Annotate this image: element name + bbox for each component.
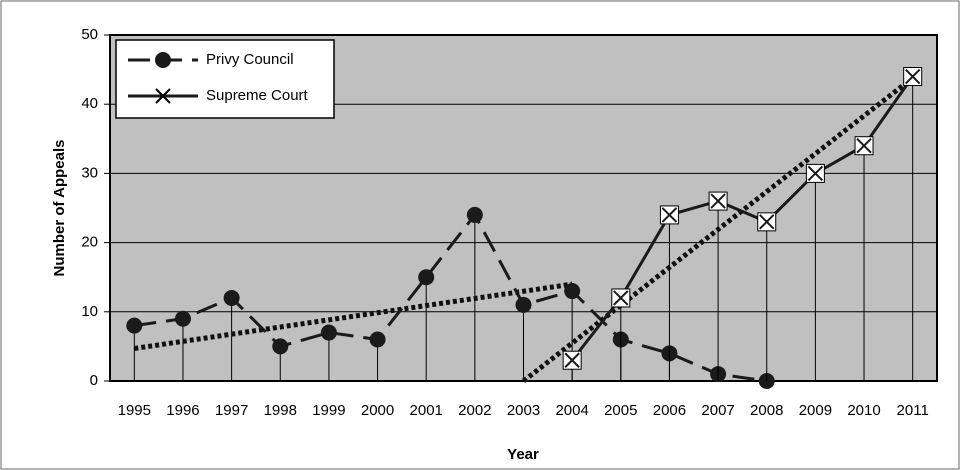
marker xyxy=(854,136,874,156)
legend-marker xyxy=(155,52,171,68)
marker xyxy=(126,317,143,334)
marker xyxy=(564,283,581,300)
marker xyxy=(708,191,728,211)
x-tick-label: 1998 xyxy=(264,402,297,419)
x-tick-label: 1996 xyxy=(166,402,199,419)
marker-x xyxy=(661,207,678,223)
marker xyxy=(369,331,386,348)
marker xyxy=(174,310,191,327)
x-tick-label: 2000 xyxy=(361,402,394,419)
x-tick-label: 2006 xyxy=(653,402,686,419)
x-tick-label: 1995 xyxy=(118,402,151,419)
marker-x xyxy=(807,165,824,182)
marker xyxy=(223,289,240,306)
marker-x xyxy=(613,290,629,306)
marker xyxy=(757,212,777,232)
x-tick-label: 2005 xyxy=(604,402,637,419)
x-tick-label: 2008 xyxy=(750,402,783,419)
x-axis-label: Year xyxy=(507,446,539,463)
legend-label: Supreme Court xyxy=(206,87,309,104)
marker-x xyxy=(564,352,580,368)
y-tick-label: 30 xyxy=(81,164,98,181)
x-tick-label: 2003 xyxy=(507,402,540,419)
marker-x xyxy=(856,138,872,154)
y-tick-label: 0 xyxy=(90,372,98,389)
marker xyxy=(805,163,825,183)
x-tick-label: 2001 xyxy=(410,402,443,419)
marker xyxy=(562,350,582,370)
x-tick-label: 2007 xyxy=(701,402,734,419)
marker-x xyxy=(904,68,921,85)
series-line xyxy=(134,212,767,383)
legend-box xyxy=(115,39,335,119)
marker xyxy=(515,296,532,313)
x-tick-label: 1999 xyxy=(312,402,345,419)
marker-x xyxy=(710,193,726,209)
legend-label: Privy Council xyxy=(206,51,294,68)
trendline xyxy=(521,75,915,383)
trendline xyxy=(133,281,573,351)
marker xyxy=(611,288,631,308)
x-tick-label: 2004 xyxy=(555,402,588,419)
marker xyxy=(903,67,923,87)
y-tick-label: 50 xyxy=(81,26,98,43)
marker-x xyxy=(759,214,775,230)
x-tick-label: 2002 xyxy=(458,402,491,419)
y-tick-label: 10 xyxy=(81,303,98,320)
marker xyxy=(466,206,483,223)
legend: Privy Council Supreme Court xyxy=(115,39,335,119)
y-tick-label: 40 xyxy=(81,95,98,112)
y-axis-label: Number of Appeals xyxy=(51,140,68,277)
x-tick-label: 1997 xyxy=(215,402,248,419)
x-tick-label: 2010 xyxy=(847,402,880,419)
marker xyxy=(272,338,289,355)
legend-marker xyxy=(155,88,171,104)
marker xyxy=(659,205,679,225)
marker xyxy=(418,269,435,286)
y-tick-label: 20 xyxy=(81,234,98,251)
x-tick-label: 2009 xyxy=(799,402,832,419)
x-tick-label: 2011 xyxy=(897,402,929,419)
marker xyxy=(320,324,337,341)
